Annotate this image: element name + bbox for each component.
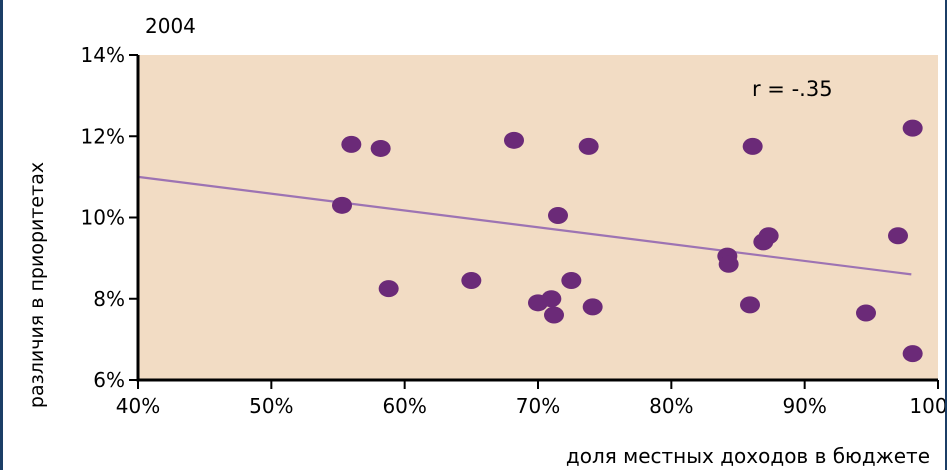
x-axis-label: доля местных доходов в бюджете [566, 444, 930, 468]
y-tick-label: 14% [81, 43, 125, 67]
right-edge-border [945, 0, 947, 470]
x-tick-label: 70% [516, 394, 560, 418]
x-tick-label: 100% [909, 394, 947, 418]
data-point-6 [504, 131, 524, 149]
y-axis-label: различия в приоритетах [26, 162, 48, 408]
trend-layer [137, 175, 912, 276]
data-point-21 [888, 227, 908, 245]
x-tick-label: 60% [382, 394, 426, 418]
y-tick-label: 10% [81, 206, 125, 230]
x-tick-label: 90% [782, 394, 826, 418]
data-point-23 [902, 345, 923, 363]
plot-area [138, 55, 938, 380]
ticks-layer: 40% 50% 60% 70% 80% 90% 100% 6% 8% 10% 12% 14% [81, 43, 947, 418]
trend-line [137, 175, 912, 276]
data-point-5 [461, 271, 482, 289]
data-point-17 [742, 137, 763, 155]
y-tick-label: 6% [93, 368, 125, 392]
data-point-2 [341, 135, 362, 153]
data-point-3 [370, 139, 391, 157]
data-point-1 [332, 196, 352, 214]
data-point-10 [548, 206, 568, 224]
x-tick-label: 50% [249, 394, 293, 418]
data-point-15 [718, 255, 739, 273]
left-edge-border [0, 0, 3, 470]
data-point-4 [378, 280, 399, 298]
data-point-11 [561, 271, 582, 289]
chart-title: 2004 [145, 14, 196, 38]
data-point-16 [740, 296, 760, 314]
y-tick-label: 8% [93, 287, 125, 311]
x-tick-label: 40% [116, 394, 160, 418]
data-point-13 [582, 298, 603, 316]
data-point-22 [902, 119, 923, 137]
correlation-annotation: r = -.35 [752, 77, 833, 101]
data-point-19 [758, 227, 779, 245]
points-layer [332, 119, 923, 363]
data-point-12 [578, 137, 599, 155]
data-point-9 [544, 306, 564, 324]
x-tick-label: 80% [649, 394, 693, 418]
data-point-20 [856, 304, 876, 322]
data-point-8 [541, 290, 562, 308]
y-tick-label: 12% [81, 124, 125, 148]
